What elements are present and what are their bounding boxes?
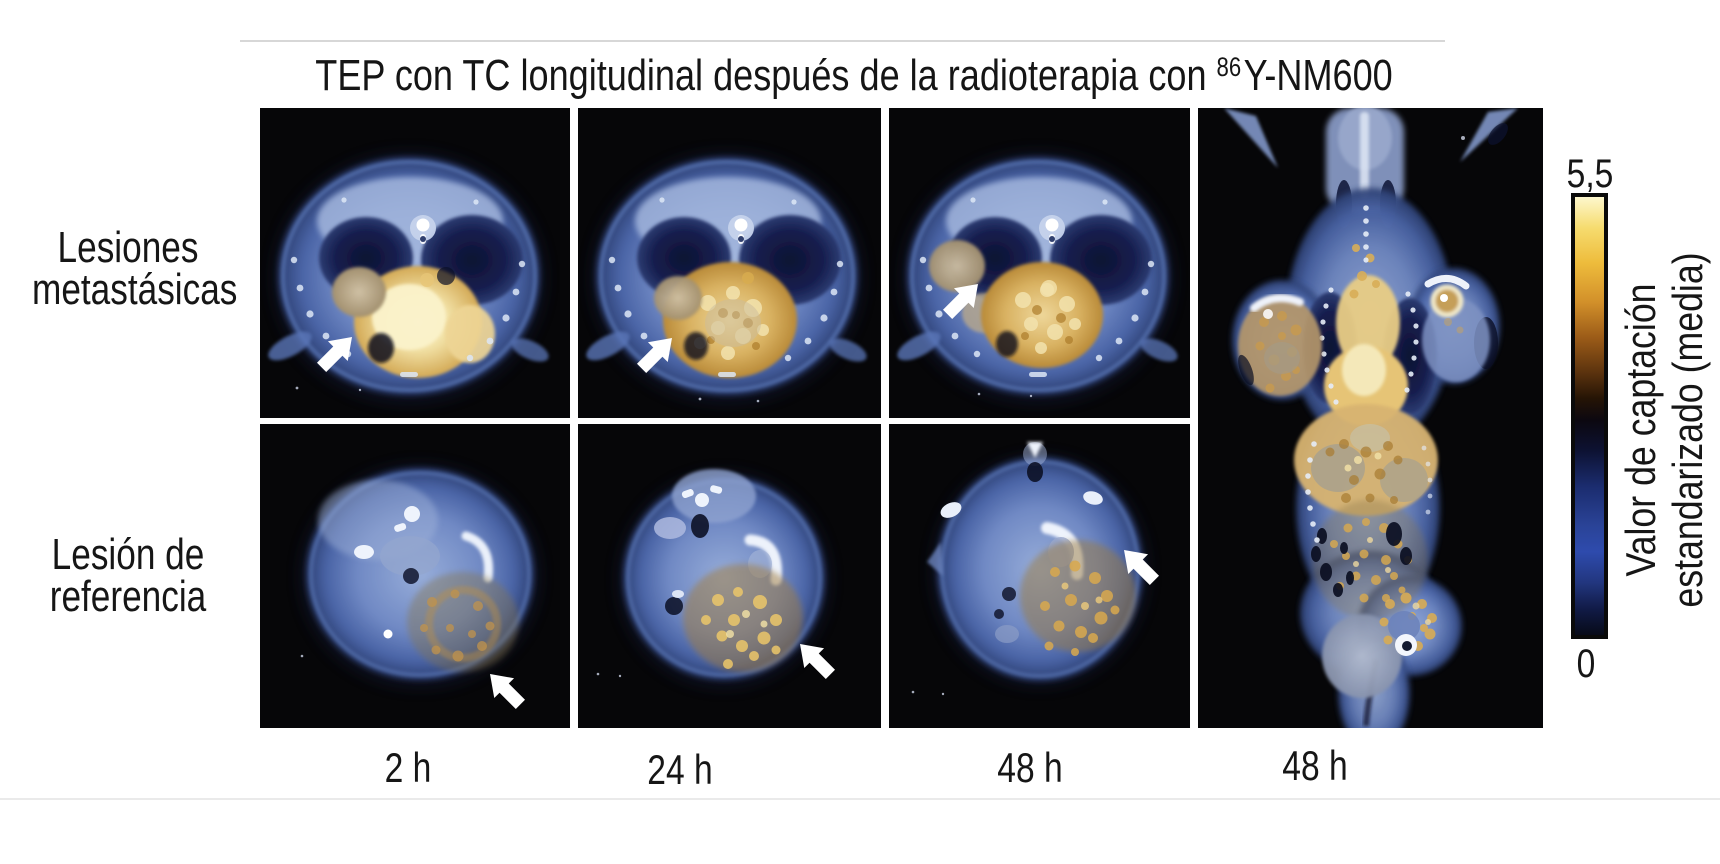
mediastinum-uptake: [1336, 275, 1400, 371]
secondary-lesion: [929, 240, 985, 292]
isotope-mass-superscript: 86: [1216, 52, 1242, 82]
leg-tumor: [1379, 592, 1437, 656]
noise-dots: [698, 397, 760, 403]
row-label-lesion-de-referencia: Lesión de referencia: [32, 530, 224, 621]
time-label-2h: 2 h: [384, 744, 432, 791]
suv-colorbar: [1571, 193, 1608, 639]
shoulder-tumor-right: [1422, 275, 1490, 382]
figure-title-text: TEP con TC longitudinal después de la ra…: [315, 51, 1217, 100]
pet-scan-axial-reference-24h: [578, 424, 881, 728]
pet-scan-axial-reference-2h: [260, 424, 570, 728]
colorbar-max-label: 5,5: [1566, 152, 1614, 196]
colorbar-min-label: 0: [1576, 642, 1596, 686]
time-label-24h: 24 h: [647, 746, 713, 793]
isotope-name: Y-NM600: [1243, 51, 1393, 100]
bone-structures: [681, 485, 723, 507]
pet-scan-axial-metastatic-48h: [889, 108, 1190, 418]
time-label-48h: 48 h: [997, 744, 1063, 791]
spine-and-rib-dots: [1305, 205, 1433, 543]
top-rule: [240, 40, 1445, 42]
time-label-48h-coronal: 48 h: [1282, 742, 1348, 789]
noise-dots: [300, 654, 304, 658]
bowel-gas-pockets: [1311, 522, 1412, 597]
noise-dots: [911, 690, 945, 696]
bladder: [1322, 614, 1402, 698]
pet-scan-axial-reference-48h: [889, 424, 1190, 728]
mouse-body-coronal: [1224, 108, 1518, 728]
pet-scan-axial-metastatic-24h: [578, 108, 881, 418]
bone-structures: [354, 506, 420, 559]
row-label-line: referencia: [49, 572, 207, 621]
row-label-line: Lesión de: [51, 530, 205, 579]
body-cross-section: [264, 150, 552, 406]
colorbar-axis-label: Valor de captación estandarizado (media): [1617, 132, 1713, 727]
tumor-hotspot: [1020, 540, 1136, 652]
bottom-rule: [0, 798, 1720, 800]
noise-dots: [596, 672, 622, 678]
body-cross-section: [298, 462, 542, 690]
colorbar-axis-label-line: estandarizado (media): [1664, 252, 1711, 608]
bone-structures: [1027, 442, 1043, 458]
noise-dots: [977, 392, 1033, 398]
pet-scan-coronal-48h: [1198, 108, 1543, 728]
figure-title: TEP con TC longitudinal después de la ra…: [315, 51, 1392, 101]
colorbar-axis-label-line: Valor de captación: [1617, 283, 1664, 577]
body-cross-section: [582, 150, 870, 406]
noise-dots: [1461, 136, 1465, 140]
body-cross-section: [893, 150, 1181, 406]
row-label-lesiones-metastasicas: Lesiones metastásicas: [32, 223, 238, 314]
row-label-line: metastásicas: [32, 265, 238, 314]
tumor-hotspot: [683, 564, 803, 672]
row-label-line: Lesiones: [57, 223, 199, 272]
noise-dots: [295, 386, 362, 392]
body-cross-section: [616, 469, 832, 690]
pet-scan-axial-metastatic-2h: [260, 108, 570, 418]
shoulder-tumor-left: [1238, 294, 1322, 396]
